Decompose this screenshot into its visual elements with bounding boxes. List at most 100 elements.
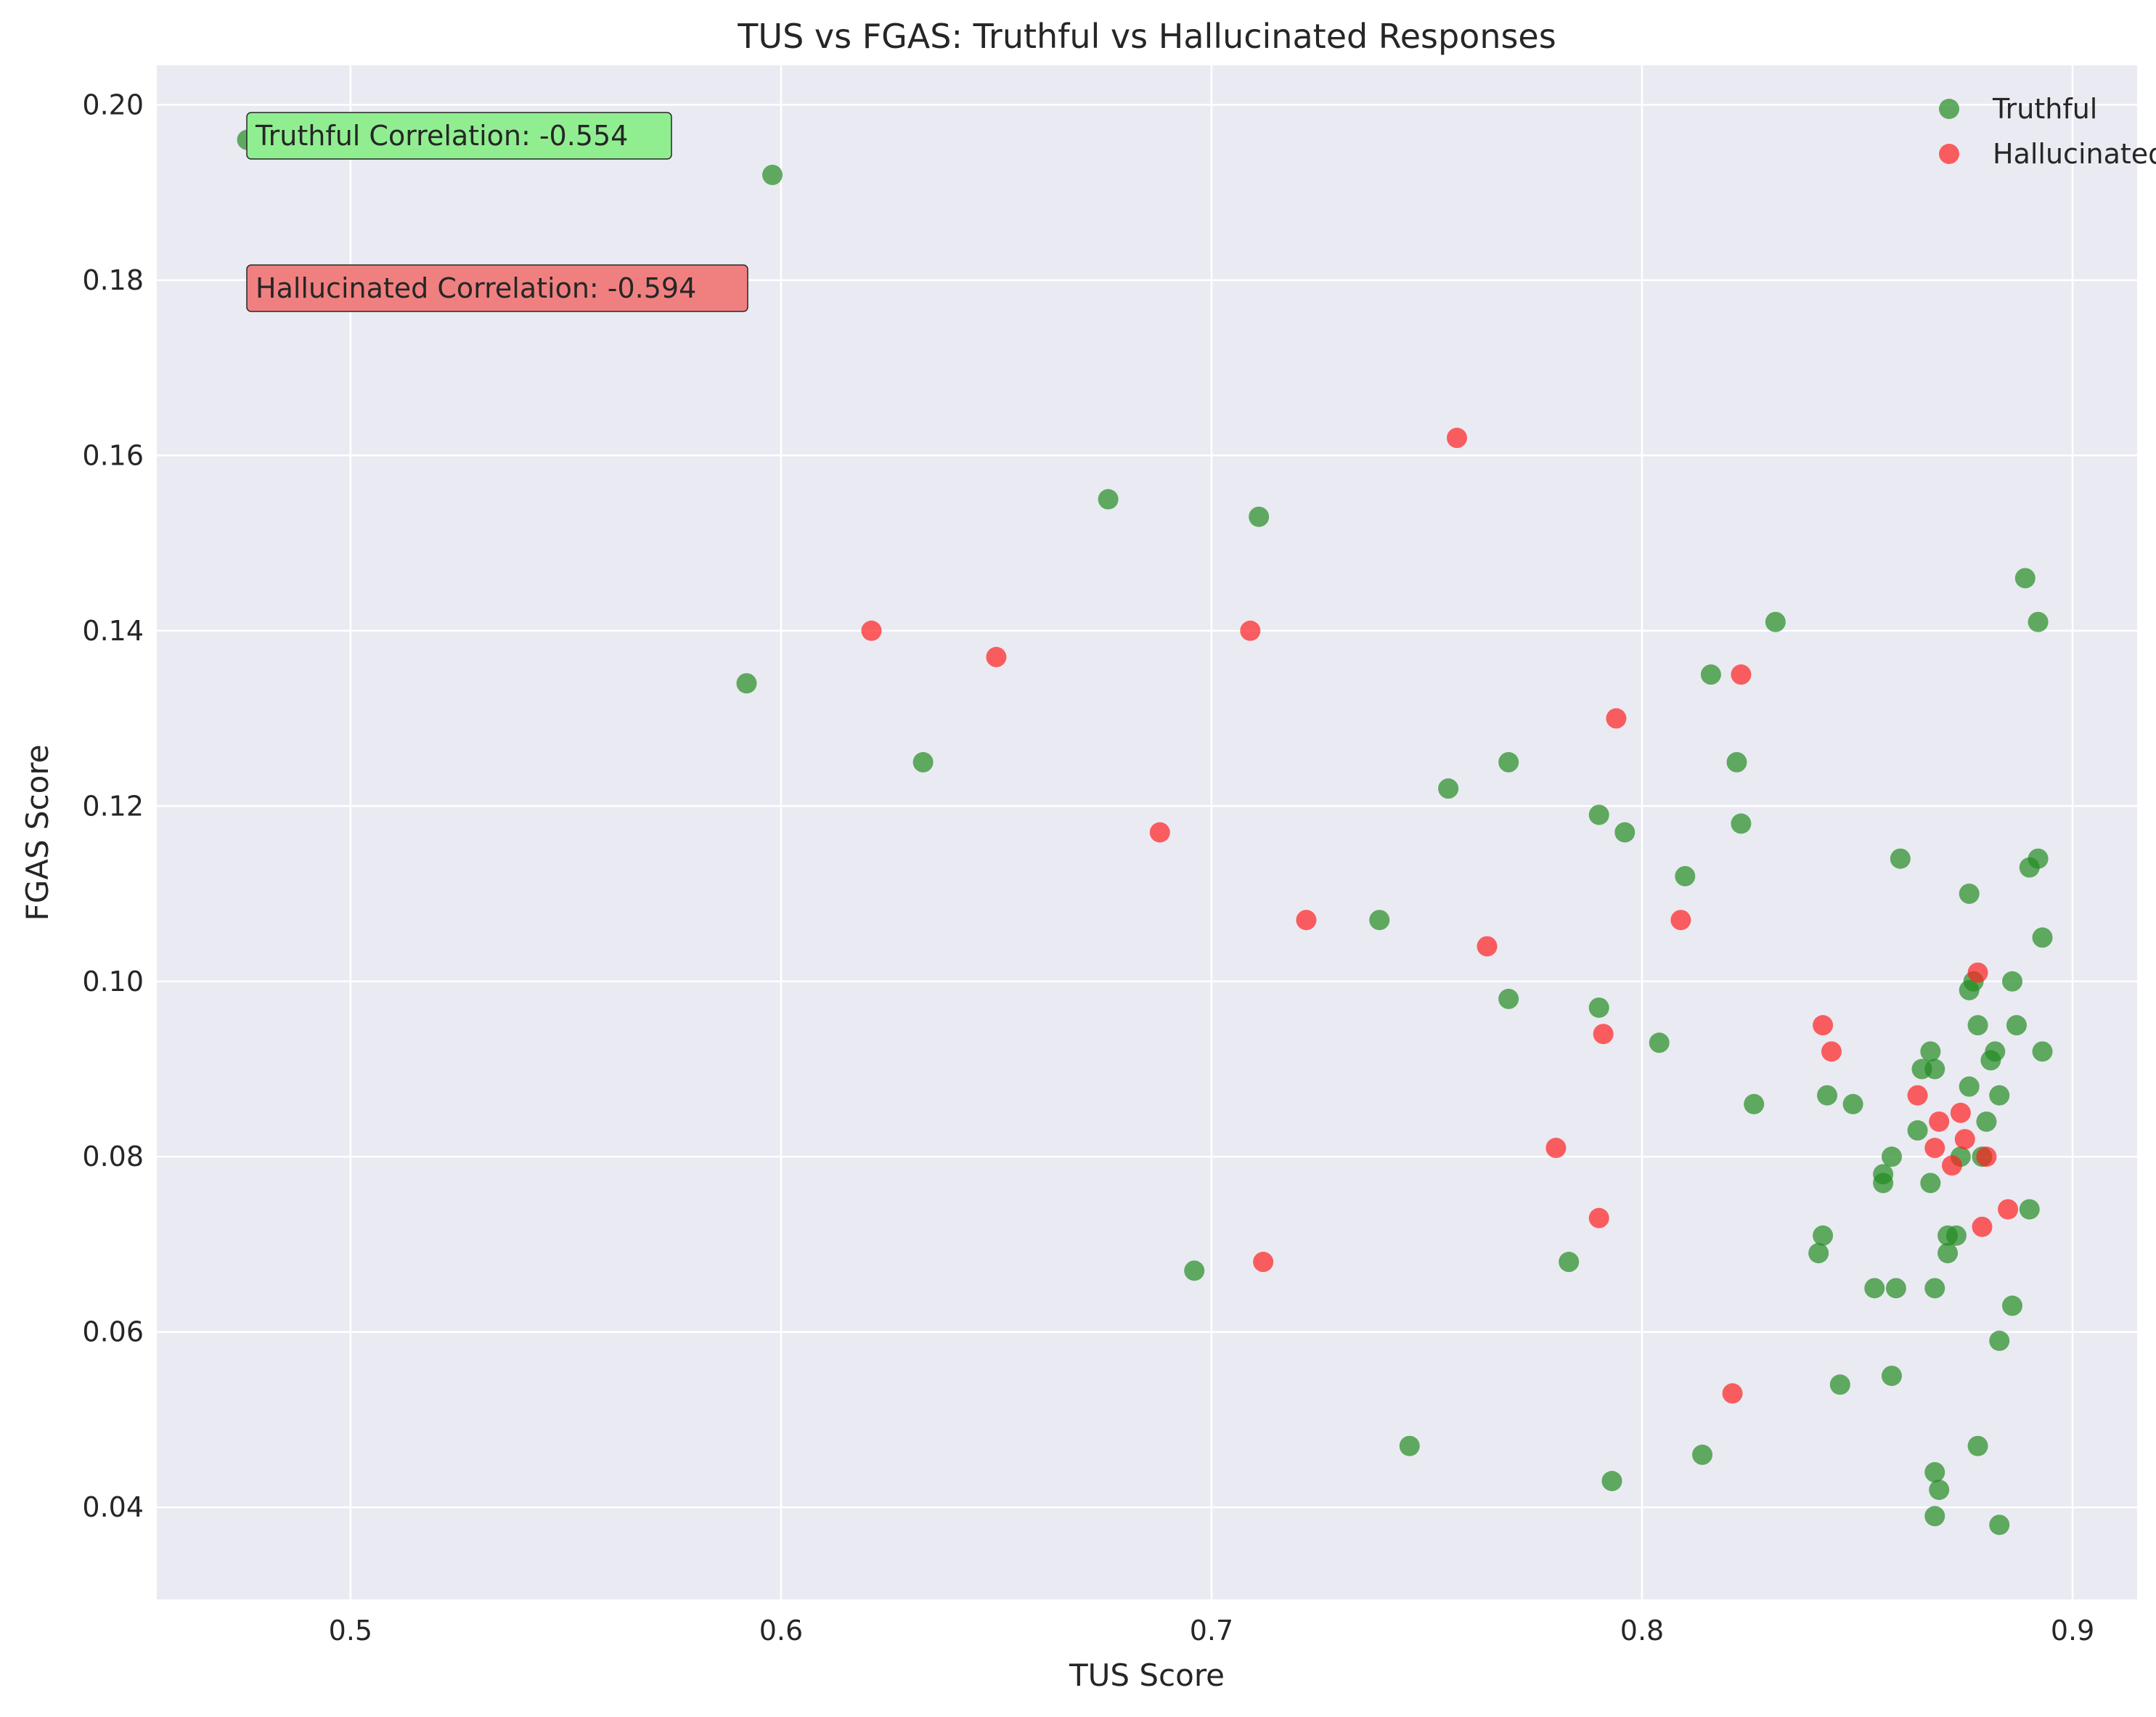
y-tick-label: 0.12	[82, 790, 144, 822]
annotation-truthful-box	[246, 112, 672, 160]
truthful-point	[1498, 988, 1519, 1009]
truthful-point	[1692, 1444, 1713, 1465]
truthful-point	[1890, 848, 1911, 869]
x-tick-label: 0.9	[2051, 1615, 2094, 1647]
truthful-point	[1184, 1260, 1205, 1281]
hallucinated-point	[1976, 1146, 1997, 1167]
legend-marker-hallucinated	[1939, 144, 1959, 164]
hallucinated-point	[1821, 1041, 1842, 1062]
chart-title: TUS vs FGAS: Truthful vs Hallucinated Re…	[737, 17, 1556, 56]
annotation-truthful-text: Truthful Correlation: -0.554	[255, 120, 628, 152]
truthful-point	[1744, 1093, 1765, 1114]
y-tick-label: 0.10	[82, 966, 144, 998]
x-tick-label: 0.7	[1190, 1615, 1233, 1647]
truthful-point	[1959, 884, 1980, 905]
hallucinated-point	[1670, 910, 1691, 931]
hallucinated-point	[1593, 1024, 1614, 1045]
series-truthful	[237, 129, 2053, 1535]
truthful-point	[1700, 664, 1721, 685]
x-axis-ticks: 0.5 0.6 0.7 0.8 0.9	[329, 1615, 2095, 1647]
hallucinated-point	[1296, 910, 1317, 931]
hallucinated-point	[1477, 936, 1498, 957]
x-tick-label: 0.5	[329, 1615, 372, 1647]
truthful-point	[1920, 1041, 1941, 1062]
hallucinated-point	[1731, 664, 1752, 685]
truthful-point	[1989, 1514, 2010, 1535]
y-tick-label: 0.08	[82, 1141, 144, 1172]
truthful-point	[1873, 1172, 1894, 1194]
truthful-point	[1098, 489, 1119, 510]
hallucinated-point	[1972, 1216, 1993, 1237]
annotation-hallucinated-box	[246, 264, 748, 312]
series-hallucinated	[861, 428, 2019, 1404]
truthful-point	[1808, 1243, 1829, 1264]
truthful-point	[1924, 1059, 1945, 1080]
truthful-point	[1813, 1225, 1834, 1246]
y-tick-label: 0.20	[82, 89, 144, 121]
truthful-point	[1907, 1120, 1928, 1141]
truthful-point	[1399, 1435, 1420, 1456]
truthful-point	[762, 164, 783, 185]
x-tick-label: 0.8	[1620, 1615, 1664, 1647]
y-axis-ticks: 0.04 0.06 0.08 0.10 0.12 0.14 0.16 0.18 0.20	[82, 89, 144, 1523]
truthful-point	[1369, 910, 1390, 931]
hallucinated-point	[1813, 1015, 1834, 1036]
truthful-point	[1438, 778, 1459, 799]
truthful-point	[2014, 568, 2035, 589]
hallucinated-point	[1954, 1129, 1975, 1150]
legend: Truthful Hallucinated	[1939, 93, 2156, 170]
truthful-point	[1881, 1366, 1902, 1387]
truthful-point	[1731, 813, 1752, 834]
hallucinated-point	[1588, 1207, 1609, 1228]
truthful-point	[1559, 1252, 1580, 1273]
truthful-point	[2028, 611, 2049, 632]
hallucinated-point	[1950, 1102, 1971, 1123]
truthful-point	[1985, 1041, 2006, 1062]
truthful-point	[1649, 1032, 1670, 1053]
truthful-point	[1945, 1225, 1967, 1246]
truthful-point	[2006, 1015, 2027, 1036]
truthful-point	[1601, 1470, 1622, 1491]
truthful-point	[2002, 971, 2023, 992]
truthful-point	[1864, 1278, 1885, 1299]
y-tick-label: 0.14	[82, 615, 144, 647]
legend-label-truthful: Truthful	[1992, 93, 2097, 125]
annotation-hallucinated-correlation: Hallucinated Correlation: -0.594	[246, 264, 748, 312]
truthful-point	[1989, 1085, 2010, 1106]
truthful-point	[1614, 822, 1636, 843]
legend-label-hallucinated: Hallucinated	[1993, 138, 2156, 170]
hallucinated-point	[1149, 822, 1170, 843]
truthful-point	[2032, 927, 2053, 948]
truthful-point	[2019, 1199, 2040, 1220]
y-tick-label: 0.18	[82, 264, 144, 296]
hallucinated-point	[1998, 1199, 2019, 1220]
y-tick-label: 0.06	[82, 1316, 144, 1348]
x-tick-label: 0.6	[759, 1615, 803, 1647]
hallucinated-point	[1545, 1138, 1567, 1159]
truthful-point	[1498, 751, 1519, 772]
truthful-point	[1924, 1278, 1945, 1299]
truthful-point	[1842, 1093, 1863, 1114]
truthful-point	[1817, 1085, 1838, 1106]
truthful-point	[736, 673, 757, 694]
hallucinated-point	[1967, 962, 1988, 983]
truthful-point	[1929, 1480, 1950, 1501]
truthful-point	[1588, 997, 1609, 1018]
y-tick-label: 0.16	[82, 439, 144, 471]
truthful-point	[1989, 1330, 2010, 1351]
hallucinated-point	[1941, 1155, 1962, 1176]
y-tick-label: 0.04	[82, 1491, 144, 1523]
truthful-point	[912, 751, 934, 772]
hallucinated-point	[861, 620, 882, 641]
legend-marker-truthful	[1939, 99, 1959, 119]
hallucinated-point	[1606, 708, 1627, 729]
truthful-point	[1829, 1374, 1850, 1395]
hallucinated-point	[1929, 1111, 1950, 1132]
truthful-point	[2002, 1295, 2023, 1316]
truthful-point	[1726, 751, 1747, 772]
x-axis-label: TUS Score	[1069, 1657, 1225, 1693]
truthful-point	[1588, 804, 1609, 825]
truthful-point	[2028, 848, 2049, 869]
truthful-point	[1249, 506, 1270, 527]
